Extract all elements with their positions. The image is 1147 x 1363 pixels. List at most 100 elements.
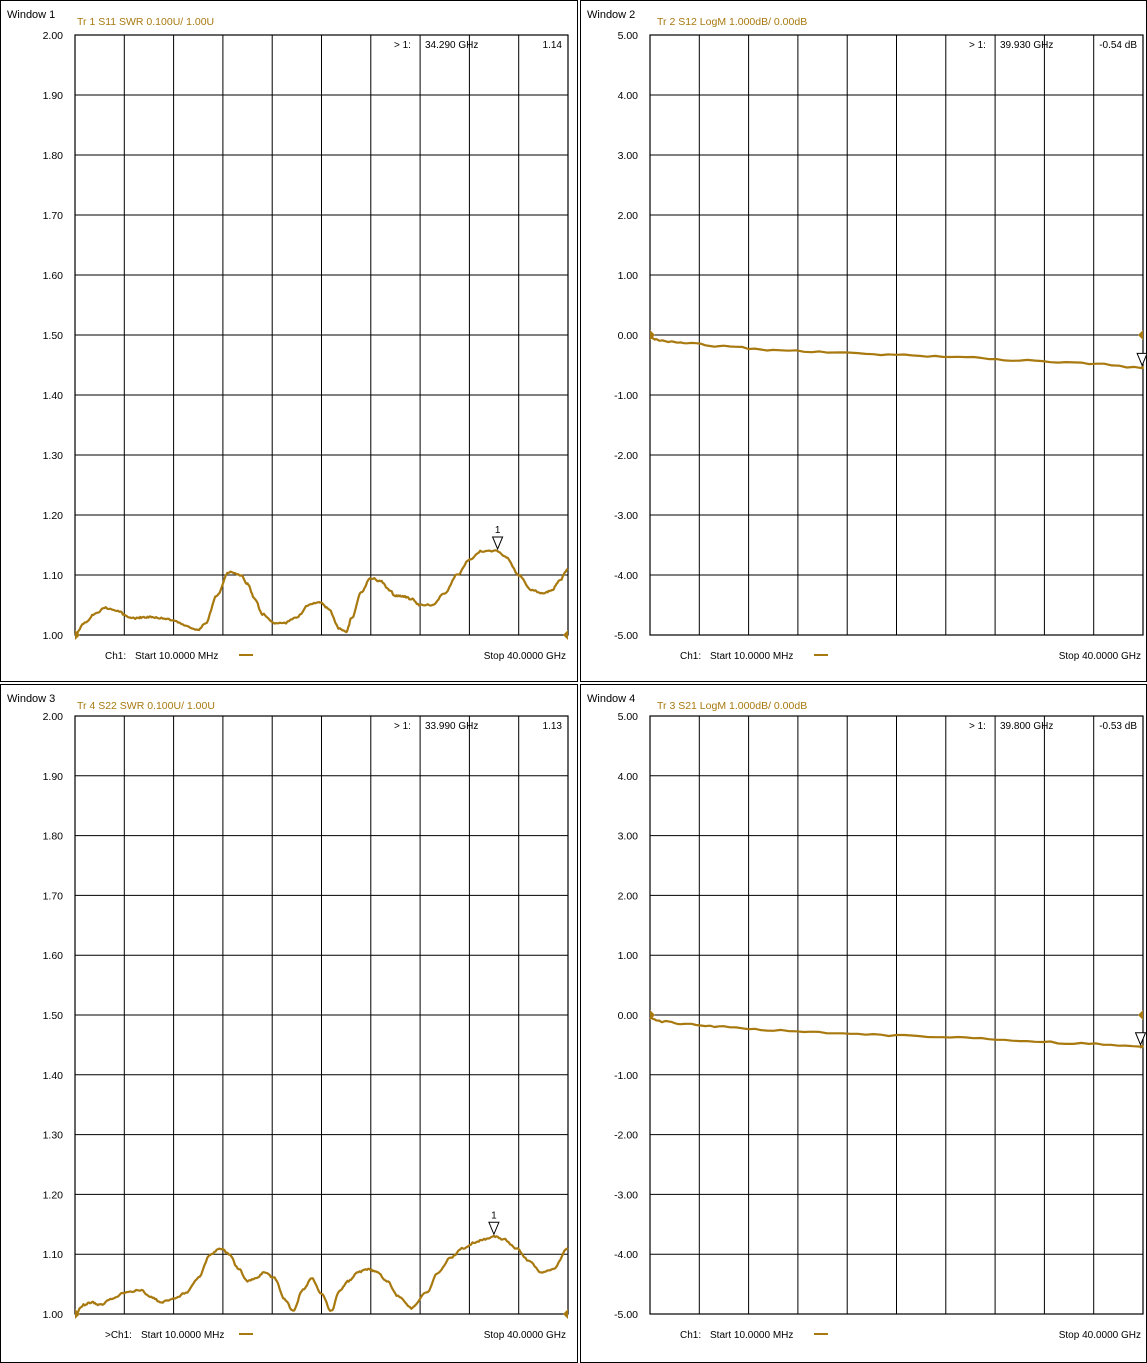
trace-label: Tr 1 S11 SWR 0.100U/ 1.00U xyxy=(77,16,214,28)
y-tick-label: 0.00 xyxy=(618,1010,639,1022)
window-1-pane[interactable]: Window 1 Tr 1 S11 SWR 0.100U/ 1.00U > 1: 34… xyxy=(0,0,578,682)
y-tick-label: 1.60 xyxy=(43,950,64,962)
channel-label: Ch1: xyxy=(680,1330,701,1341)
graticule xyxy=(74,34,569,636)
reference-arrow-right xyxy=(1138,330,1143,340)
marker-frequency-readout: 33.990 GHz xyxy=(425,721,478,732)
stop-frequency: Stop 40.0000 GHz xyxy=(484,1330,566,1341)
reference-arrow-left xyxy=(650,330,655,340)
marker-frequency-readout: 39.930 GHz xyxy=(1000,40,1053,51)
trace-label: Tr 3 S21 LogM 1.000dB/ 0.00dB xyxy=(657,700,807,712)
y-tick-label: 1.10 xyxy=(43,1249,64,1261)
y-tick-label: 1.30 xyxy=(43,1130,64,1142)
start-frequency: Start 10.0000 MHz xyxy=(141,1330,224,1341)
y-tick-label: -5.00 xyxy=(614,1309,638,1321)
marker-1-triangle[interactable] xyxy=(1136,352,1147,367)
y-tick-label: 1.00 xyxy=(43,630,64,642)
y-tick-label: 2.00 xyxy=(618,210,639,222)
marker-index: > 1: xyxy=(394,40,411,51)
trace-s12 xyxy=(649,336,1145,370)
y-tick-label: -2.00 xyxy=(614,1130,638,1142)
trace-s22 xyxy=(74,1234,569,1315)
graticule xyxy=(74,715,569,1315)
y-tick-label: -3.00 xyxy=(614,510,638,522)
reference-arrow-right xyxy=(563,1309,568,1319)
y-tick-label: -1.00 xyxy=(614,390,638,402)
y-tick-label: 2.00 xyxy=(618,890,639,902)
window-2-pane[interactable]: Window 2 Tr 2 S12 LogM 1.000dB/ 0.00dB > 1… xyxy=(580,0,1147,682)
marker-1-triangle[interactable] xyxy=(1134,1032,1147,1046)
y-tick-label: -5.00 xyxy=(614,630,638,642)
y-tick-label: -1.00 xyxy=(614,1070,638,1082)
trace-label: Tr 2 S12 LogM 1.000dB/ 0.00dB xyxy=(657,16,807,28)
marker-value-readout: 1.13 xyxy=(543,721,563,732)
window-label: Window 1 xyxy=(7,9,55,21)
marker-index: > 1: xyxy=(394,721,411,732)
graticule xyxy=(649,715,1144,1315)
channel-label: Ch1: xyxy=(105,651,126,662)
marker-value-readout: 1.14 xyxy=(543,40,563,51)
y-tick-label: 1.90 xyxy=(43,90,64,102)
reference-arrow-right xyxy=(563,630,568,640)
y-tick-label: 1.80 xyxy=(43,831,64,843)
marker-1-triangle[interactable] xyxy=(488,1221,500,1236)
y-tick-label: 1.90 xyxy=(43,771,64,783)
window-frame xyxy=(0,0,578,682)
reference-arrow-right xyxy=(1138,1010,1143,1020)
reference-arrow-left xyxy=(75,630,80,640)
channel-label: >Ch1: xyxy=(105,1330,132,1341)
marker-1-number: 1 xyxy=(491,1210,497,1221)
trace-label: Tr 4 S22 SWR 0.100U/ 1.00U xyxy=(77,700,215,712)
marker-frequency-readout: 34.290 GHz xyxy=(425,40,478,51)
y-tick-label: -4.00 xyxy=(614,570,638,582)
y-tick-label: -2.00 xyxy=(614,450,638,462)
marker-index: > 1: xyxy=(969,40,986,51)
y-tick-label: 3.00 xyxy=(618,150,639,162)
stop-frequency: Stop 40.0000 GHz xyxy=(1059,651,1141,662)
y-tick-label: 1.50 xyxy=(43,330,64,342)
y-tick-label: 1.80 xyxy=(43,150,64,162)
y-tick-label: 1.20 xyxy=(43,1189,64,1201)
marker-1-number: 1 xyxy=(495,525,501,536)
y-tick-label: 1.00 xyxy=(618,270,639,282)
reference-arrow-left xyxy=(75,1309,80,1319)
marker-value-readout: -0.54 dB xyxy=(1099,40,1137,51)
marker-value-readout: -0.53 dB xyxy=(1099,721,1137,732)
window-3-pane[interactable]: Window 3 Tr 4 S22 SWR 0.100U/ 1.00U > 1: 33… xyxy=(0,684,578,1363)
y-tick-label: 2.00 xyxy=(43,30,64,42)
start-frequency: Start 10.0000 MHz xyxy=(710,1330,793,1341)
window-label: Window 4 xyxy=(587,693,635,705)
y-tick-label: 1.20 xyxy=(43,510,64,522)
y-tick-label: 1.40 xyxy=(43,390,64,402)
stop-frequency: Stop 40.0000 GHz xyxy=(484,651,566,662)
start-frequency: Start 10.0000 MHz xyxy=(710,651,793,662)
y-tick-label: 5.00 xyxy=(618,30,639,42)
marker-1-triangle[interactable] xyxy=(491,536,504,551)
channel-label: Ch1: xyxy=(680,651,701,662)
y-tick-label: 1.70 xyxy=(43,210,64,222)
y-tick-label: 1.00 xyxy=(618,950,639,962)
y-tick-label: 1.50 xyxy=(43,1010,64,1022)
y-tick-label: 4.00 xyxy=(618,90,639,102)
y-tick-label: 4.00 xyxy=(618,771,639,783)
y-tick-label: 3.00 xyxy=(618,831,639,843)
y-tick-label: 1.40 xyxy=(43,1070,64,1082)
y-tick-label: 1.10 xyxy=(43,570,64,582)
y-tick-label: -4.00 xyxy=(614,1249,638,1261)
start-frequency: Start 10.0000 MHz xyxy=(135,651,218,662)
y-tick-label: 1.60 xyxy=(43,270,64,282)
y-tick-label: 5.00 xyxy=(618,711,639,723)
marker-frequency-readout: 39.800 GHz xyxy=(1000,721,1053,732)
window-4-pane[interactable]: Window 4 Tr 3 S21 LogM 1.000dB/ 0.00dB > 1… xyxy=(580,684,1147,1363)
trace-s11 xyxy=(74,549,569,636)
stop-frequency: Stop 40.0000 GHz xyxy=(1059,1330,1141,1341)
y-tick-label: -3.00 xyxy=(614,1189,638,1201)
window-frame xyxy=(0,684,578,1363)
y-tick-label: 0.00 xyxy=(618,330,639,342)
trace-s21 xyxy=(649,1016,1144,1049)
y-tick-label: 2.00 xyxy=(43,711,64,723)
y-tick-label: 1.00 xyxy=(43,1309,64,1321)
window-label: Window 3 xyxy=(7,693,55,705)
marker-index: > 1: xyxy=(969,721,986,732)
